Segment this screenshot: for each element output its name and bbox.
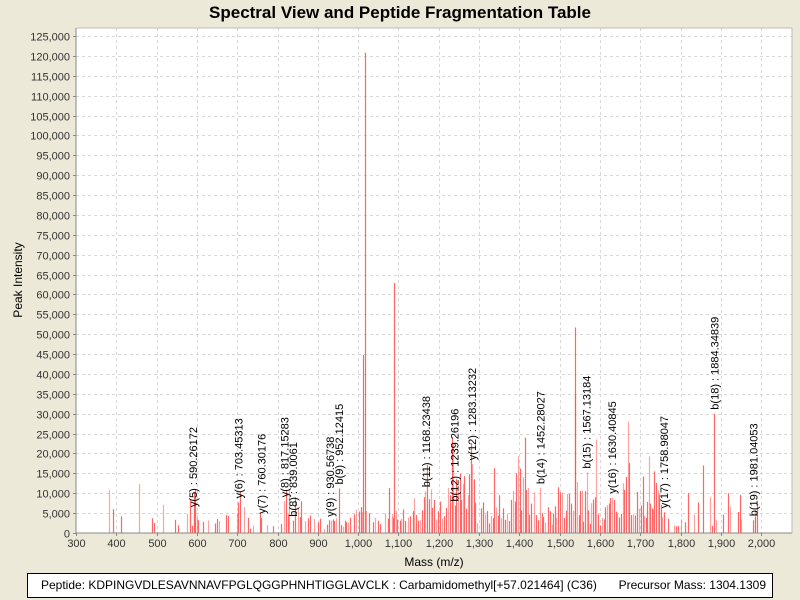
x-tick-label: 600: [188, 538, 206, 550]
y-tick-label: 85,000: [36, 191, 70, 203]
fragment-annotation: y(5) : 590.26172: [188, 427, 200, 507]
peaks: [108, 52, 759, 533]
spectrum-chart: 0 5,000 10,000 15,000 20,000 25,000 30,000 35,0…: [11, 27, 793, 569]
x-ticks: 300 400 500 600 700 800 900 1,000 1,100 1,200 1,30…: [67, 533, 775, 550]
x-tick-label: 700: [228, 538, 246, 550]
x-tick-label: 900: [309, 538, 327, 550]
x-tick-label: 300: [67, 538, 85, 550]
fragment-annotation: y(6) : 703.45313: [234, 418, 246, 498]
y-axis-label: Peak Intensity: [11, 242, 25, 317]
y-tick-label: 95,000: [36, 151, 70, 163]
fragment-annotation: b(8) : 839.0061: [288, 442, 300, 517]
y-tick-label: 100,000: [30, 131, 70, 143]
fragment-annotation: y(12) : 1283.13232: [467, 368, 479, 460]
fragment-annotation: b(14) : 1452.28027: [535, 391, 547, 484]
fragment-annotation: y(7) : 760.30176: [257, 434, 269, 514]
plot-area: [76, 28, 792, 533]
fragment-annotation: b(9) : 952.12415: [334, 404, 346, 485]
x-tick-label: 1,800: [668, 538, 696, 550]
x-tick-label: 1,400: [506, 538, 534, 550]
y-tick-label: 50,000: [36, 330, 70, 342]
x-tick-label: 1,600: [587, 538, 615, 550]
fragment-annotation: b(15) : 1567.13184: [582, 376, 594, 469]
y-tick-label: 25,000: [36, 430, 70, 442]
y-tick-label: 55,000: [36, 310, 70, 322]
y-tick-label: 0: [64, 529, 70, 541]
x-tick-label: 1,500: [547, 538, 575, 550]
x-tick-label: 800: [269, 538, 287, 550]
x-tick-label: 1,100: [385, 538, 413, 550]
x-tick-label: 400: [107, 538, 125, 550]
precursor-mass-label: Precursor Mass: 1304.1309: [618, 578, 766, 592]
y-tick-label: 10,000: [36, 489, 70, 501]
legend-box: Peptide: KDPINGVDLESAVNNAVFPGLQGGPHNHTIG…: [27, 573, 773, 598]
fragment-annotation: b(19) : 1981.04053: [749, 423, 761, 516]
x-tick-label: 1,000: [345, 538, 373, 550]
y-tick-label: 75,000: [36, 231, 70, 243]
fragment-annotation: y(9) : 930.56738: [325, 437, 337, 517]
chart-title: Spectral View and Peptide Fragmentation …: [209, 3, 591, 22]
y-tick-label: 115,000: [31, 72, 70, 84]
x-tick-label: 2,000: [748, 538, 776, 550]
y-tick-label: 15,000: [36, 469, 70, 481]
grid: [76, 28, 792, 533]
fragment-annotation: y(8) : 817.15283: [279, 417, 291, 497]
y-tick-label: 35,000: [36, 390, 70, 402]
y-tick-label: 70,000: [36, 251, 70, 263]
peptide-label: Peptide: KDPINGVDLESAVNNAVFPGLQGGPHNHTIG…: [41, 578, 597, 592]
y-tick-label: 45,000: [36, 350, 70, 362]
fragment-annotation: b(18) : 1884.34839: [710, 317, 722, 410]
x-tick-label: 500: [148, 538, 166, 550]
y-tick-label: 40,000: [36, 370, 70, 382]
x-tick-label: 1,700: [627, 538, 655, 550]
y-tick-label: 105,000: [30, 112, 70, 124]
y-tick-label: 30,000: [36, 410, 70, 422]
y-tick-label: 65,000: [36, 271, 70, 283]
y-tick-label: 60,000: [36, 290, 70, 302]
fragment-annotation: y(16) : 1630.40845: [607, 401, 619, 493]
axes: [75, 27, 793, 534]
fragment-annotation: b(11) : 1168.23438: [421, 396, 433, 487]
x-tick-label: 1,900: [708, 538, 736, 550]
fragment-annotation: y(17) : 1758.98047: [659, 416, 671, 508]
x-tick-label: 1,200: [426, 538, 454, 550]
fragment-annotation: b(12) : 1239.26196: [450, 409, 462, 502]
y-tick-label: 125,000: [30, 32, 70, 44]
y-tick-label: 90,000: [36, 171, 70, 183]
x-tick-label: 1,300: [466, 538, 494, 550]
y-tick-label: 20,000: [36, 449, 70, 461]
y-tick-label: 110,000: [31, 92, 70, 104]
x-axis-label: Mass (m/z): [404, 555, 463, 569]
y-tick-label: 120,000: [30, 52, 70, 64]
y-tick-label: 5,000: [42, 509, 70, 521]
annotations: y(5) : 590.26172 y(6) : 703.45313 y(7) : 7…: [188, 317, 761, 517]
y-ticks: 0 5,000 10,000 15,000 20,000 25,000 30,000 35,0…: [30, 32, 76, 541]
y-tick-label: 80,000: [36, 211, 70, 223]
